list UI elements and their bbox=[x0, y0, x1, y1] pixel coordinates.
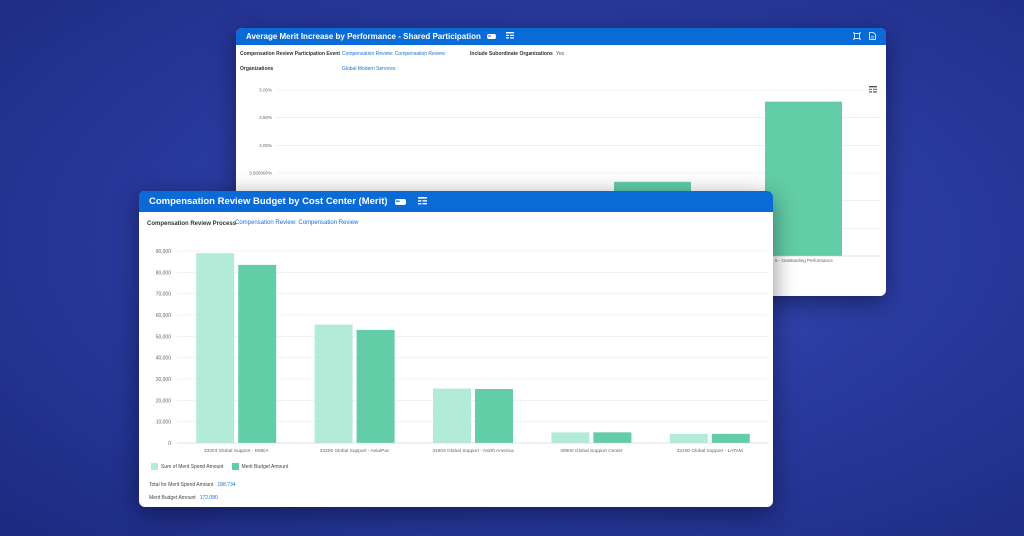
x-tick-label: 5 - Outstanding Performance bbox=[775, 258, 833, 263]
y-tick-label: 20,000 bbox=[156, 398, 172, 404]
chart-legend: Sum of Merit Spend Amount Merit Budget A… bbox=[151, 463, 288, 470]
y-tick-label: 30,000 bbox=[156, 377, 172, 383]
bar bbox=[765, 101, 842, 257]
more-icon[interactable] bbox=[394, 198, 406, 205]
total-budget-value[interactable]: 172,080 bbox=[199, 495, 218, 501]
more-icon[interactable] bbox=[486, 33, 496, 39]
y-tick-label: 4.00% bbox=[259, 143, 272, 148]
y-tick-label: 50,000 bbox=[156, 334, 172, 340]
y-tick-label: 40,000 bbox=[156, 356, 172, 362]
y-tick-label: 3.500000% bbox=[249, 171, 272, 176]
total-spend-row: Total for Merit Spend Amount 188,734 bbox=[149, 482, 236, 488]
organizations-link[interactable]: Global Modern Services bbox=[342, 66, 396, 72]
legend-swatch-spend bbox=[151, 463, 158, 470]
report-title: Average Merit Increase by Performance - … bbox=[246, 32, 481, 41]
organizations-label: Organizations bbox=[240, 66, 274, 72]
bar bbox=[433, 388, 471, 443]
bar bbox=[551, 432, 590, 443]
report-title-bar: Average Merit Increase by Performance - … bbox=[236, 28, 886, 45]
export-icon[interactable] bbox=[869, 31, 876, 42]
y-tick-label: 4.50% bbox=[259, 115, 272, 120]
chart-table-icon[interactable] bbox=[869, 80, 877, 98]
y-tick-label: 70,000 bbox=[156, 292, 172, 298]
x-tick-label: 30900 Global Support Center bbox=[560, 448, 623, 454]
y-tick-label: 5.00% bbox=[259, 88, 272, 93]
table-view-icon[interactable] bbox=[417, 196, 427, 207]
legend-swatch-budget bbox=[231, 463, 239, 470]
bar bbox=[356, 329, 395, 443]
include-subordinate-value: Yes bbox=[556, 51, 565, 57]
legend-label-spend: Sum of Merit Spend Amount bbox=[161, 463, 224, 470]
participation-event-link[interactable]: Compensation Review: Compensation Review bbox=[342, 51, 445, 57]
process-link[interactable]: Compensation Review: Compensation Review bbox=[235, 220, 359, 226]
report-title-bar: Compensation Review Budget by Cost Cente… bbox=[139, 191, 773, 212]
budget-chart: 90,000 80,000 70,000 60,000 50,000 40,000 30,0… bbox=[156, 249, 769, 454]
total-spend-value[interactable]: 188,734 bbox=[217, 482, 236, 488]
bar bbox=[314, 324, 353, 443]
bar bbox=[238, 264, 277, 443]
y-tick-label: 60,000 bbox=[156, 313, 172, 319]
report-title: Compensation Review Budget by Cost Cente… bbox=[149, 196, 388, 207]
bar bbox=[475, 389, 513, 443]
y-tick-label: 90,000 bbox=[156, 249, 172, 255]
x-tick-label: 32400 Global Support - LATAM bbox=[677, 448, 743, 454]
include-subordinate-label: Include Subordinate Organizations bbox=[470, 51, 553, 57]
legend-label-budget: Merit Budget Amount bbox=[241, 463, 289, 470]
bar bbox=[669, 433, 708, 443]
process-label: Compensation Review Process bbox=[147, 221, 237, 227]
budget-by-cost-center-window: Compensation Review Budget by Cost Cente… bbox=[139, 191, 773, 507]
x-tick-label: 33303 Global Support - EMEA bbox=[204, 448, 269, 454]
x-tick-label: 33200 Global Support - Asia/Pac bbox=[320, 448, 390, 454]
y-tick-label: 80,000 bbox=[156, 270, 172, 276]
bar bbox=[196, 253, 235, 443]
y-tick-label: 10,000 bbox=[156, 420, 172, 426]
table-view-icon[interactable] bbox=[505, 32, 514, 41]
total-budget-label: Merit Budget Amount bbox=[149, 495, 196, 501]
y-tick-label: 0 bbox=[168, 441, 171, 447]
bar bbox=[593, 432, 632, 443]
total-spend-label: Total for Merit Spend Amount bbox=[149, 482, 214, 488]
participation-event-label: Compensation Review Participation Event bbox=[240, 51, 341, 57]
bar bbox=[711, 433, 750, 443]
x-tick-label: 31903 Global Support - North America bbox=[432, 448, 514, 454]
total-budget-row: Merit Budget Amount 172,080 bbox=[149, 495, 218, 501]
